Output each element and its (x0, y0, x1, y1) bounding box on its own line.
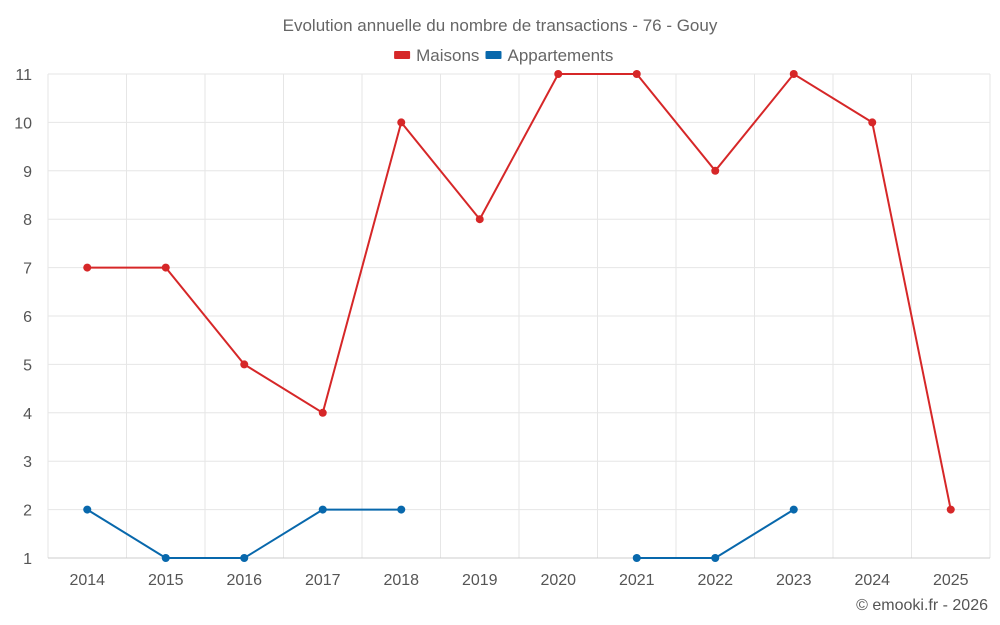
data-point[interactable] (475, 215, 484, 224)
series-appartements (83, 505, 798, 562)
x-tick-label: 2024 (854, 572, 890, 589)
data-point[interactable] (318, 505, 327, 514)
x-tick-label: 2021 (619, 572, 655, 589)
data-point[interactable] (83, 505, 92, 514)
credit-text: © emooki.fr - 2026 (856, 597, 988, 614)
y-tick-label: 5 (23, 357, 32, 374)
x-tick-label: 2016 (226, 572, 262, 589)
y-tick-label: 7 (23, 261, 32, 278)
x-tick-label: 2017 (305, 572, 341, 589)
data-point[interactable] (554, 70, 563, 78)
y-axis: 1 2 3 4 5 6 7 8 9 10 11 (14, 67, 32, 568)
data-point[interactable] (397, 118, 406, 127)
data-point[interactable] (161, 263, 170, 272)
legend-label: Appartements (508, 46, 614, 65)
data-point[interactable] (946, 505, 955, 514)
x-tick-label: 2023 (776, 572, 812, 589)
legend-label: Maisons (416, 46, 479, 65)
data-point[interactable] (632, 554, 641, 562)
y-tick-label: 2 (23, 503, 32, 520)
x-axis: 2014 2015 2016 2017 2018 2019 2020 2021 2022 2023… (69, 572, 968, 589)
data-point[interactable] (318, 408, 327, 417)
series-group (83, 70, 955, 562)
x-tick-label: 2020 (540, 572, 576, 589)
y-tick-label: 1 (23, 551, 32, 568)
x-tick-label: 2018 (383, 572, 419, 589)
y-tick-label: 4 (23, 406, 32, 423)
legend-swatch (485, 51, 502, 59)
data-point[interactable] (397, 505, 406, 514)
x-tick-label: 2022 (697, 572, 733, 589)
data-point[interactable] (632, 70, 641, 78)
data-point[interactable] (868, 118, 877, 127)
legend-item-maisons[interactable]: Maisons (394, 46, 479, 65)
y-tick-label: 11 (15, 67, 32, 84)
data-point[interactable] (789, 505, 798, 514)
data-point[interactable] (161, 554, 170, 562)
x-tick-label: 2019 (462, 572, 498, 589)
legend-item-appartements[interactable]: Appartements (485, 46, 614, 65)
data-point[interactable] (240, 360, 249, 369)
y-tick-label: 6 (23, 309, 32, 326)
x-tick-label: 2015 (148, 572, 184, 589)
data-point[interactable] (240, 554, 249, 562)
y-tick-label: 3 (23, 454, 32, 471)
y-tick-label: 10 (14, 115, 32, 132)
legend-swatch (394, 51, 411, 59)
series-maisons (83, 70, 955, 514)
data-point[interactable] (711, 166, 720, 175)
legend: Maisons Appartements (394, 46, 613, 65)
data-point[interactable] (789, 70, 798, 78)
chart-title: Evolution annuelle du nombre de transact… (283, 16, 718, 35)
data-point[interactable] (711, 554, 720, 562)
series-line (87, 72, 952, 510)
x-tick-label: 2014 (69, 572, 105, 589)
y-tick-label: 9 (23, 164, 32, 181)
y-tick-label: 8 (23, 212, 32, 229)
data-point[interactable] (83, 263, 92, 272)
x-tick-label: 2025 (933, 572, 969, 589)
